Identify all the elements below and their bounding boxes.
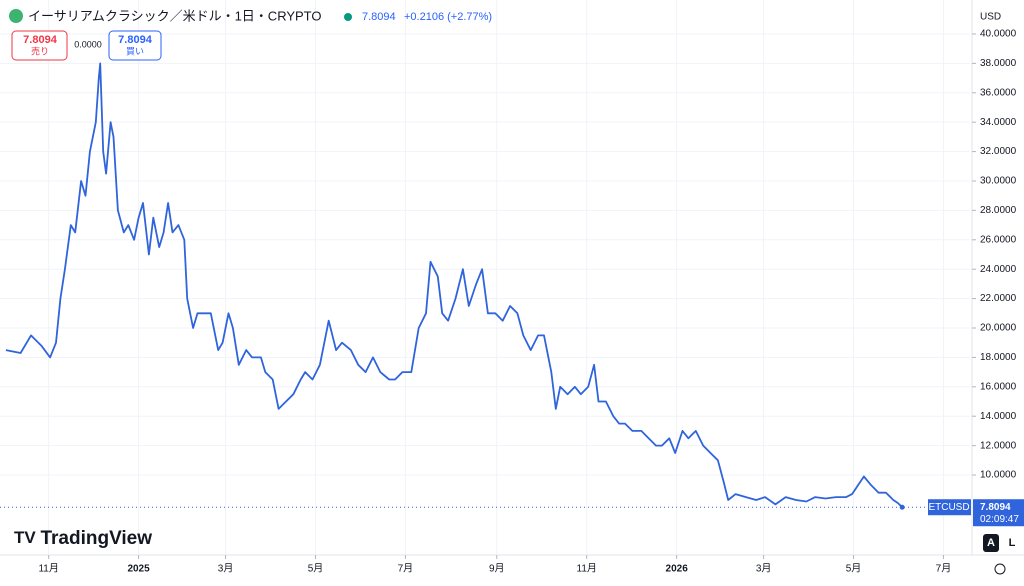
- sell-price: 7.8094: [23, 34, 58, 46]
- price-label: 7.8094: [980, 502, 1011, 513]
- buy-label: 買い: [126, 46, 144, 56]
- symbol-icon: [9, 9, 23, 23]
- x-tick-label: 3月: [218, 563, 234, 575]
- y-tick-label: 32.0000: [980, 146, 1017, 157]
- currency-button[interactable]: [974, 6, 1020, 28]
- symbol-label-box: [928, 499, 971, 516]
- brand-name: TradingView: [40, 528, 152, 549]
- auto-scale-button[interactable]: [983, 534, 999, 552]
- buy-button[interactable]: [108, 30, 162, 61]
- y-tick-label: 16.0000: [980, 381, 1017, 392]
- x-tick-label: 9月: [489, 563, 505, 575]
- x-tick-label: 11月: [38, 563, 58, 575]
- currency: USD: [980, 12, 1001, 23]
- grid: [0, 0, 970, 555]
- status-dot: [344, 13, 352, 21]
- x-tick-label: 11月: [577, 563, 597, 575]
- price-change: +0.2106 (+2.77%): [404, 11, 492, 23]
- settings-button[interactable]: [994, 563, 1006, 575]
- y-tick-label: 30.0000: [980, 176, 1017, 187]
- price-line: [5, 62, 903, 508]
- y-tick-label: 20.0000: [980, 323, 1017, 334]
- y-tick-label: 34.0000: [980, 117, 1017, 128]
- x-tick-label: 2025: [127, 564, 150, 575]
- x-tick-label: 5月: [846, 563, 862, 575]
- spread: 0.0000: [74, 39, 102, 49]
- plot: [0, 62, 970, 510]
- x-tick-label: 7月: [398, 563, 414, 575]
- y-tick-label: 18.0000: [980, 352, 1017, 363]
- y-tick-label: 40.0000: [980, 29, 1017, 40]
- y-tick-label: 14.0000: [980, 411, 1017, 422]
- last-price: 7.8094: [362, 11, 396, 23]
- price-label-box: [973, 499, 1024, 527]
- y-tick-label: 10.0000: [980, 470, 1017, 481]
- last-point: [899, 504, 905, 510]
- y-tick-label: 22.0000: [980, 293, 1017, 304]
- y-tick-label: 38.0000: [980, 58, 1017, 69]
- x-tick-label: 7月: [936, 563, 952, 575]
- countdown-label: 02:09:47: [980, 514, 1019, 525]
- y-tick-label: 26.0000: [980, 234, 1017, 245]
- sell-button[interactable]: [11, 30, 68, 61]
- y-tick-label: 24.0000: [980, 264, 1017, 275]
- symbol-label: ETCUSD: [928, 502, 969, 513]
- x-tick-label: 5月: [308, 563, 324, 575]
- y-tick-label: 28.0000: [980, 205, 1017, 216]
- y-tick-label: 36.0000: [980, 87, 1017, 98]
- sell-label: 売り: [31, 45, 49, 56]
- chart-title: イーサリアムクラシック／米ドル・1日・CRYPTO: [28, 8, 322, 23]
- auto-scale-label: A: [987, 537, 995, 549]
- brand-logo: TV TradingView: [14, 528, 152, 549]
- y-tick-label: 12.0000: [980, 440, 1017, 451]
- x-tick-label: 2026: [666, 564, 689, 575]
- x-tick-label: 3月: [756, 563, 772, 575]
- log-scale-label[interactable]: L: [1009, 537, 1016, 549]
- buy-price: 7.8094: [118, 34, 153, 46]
